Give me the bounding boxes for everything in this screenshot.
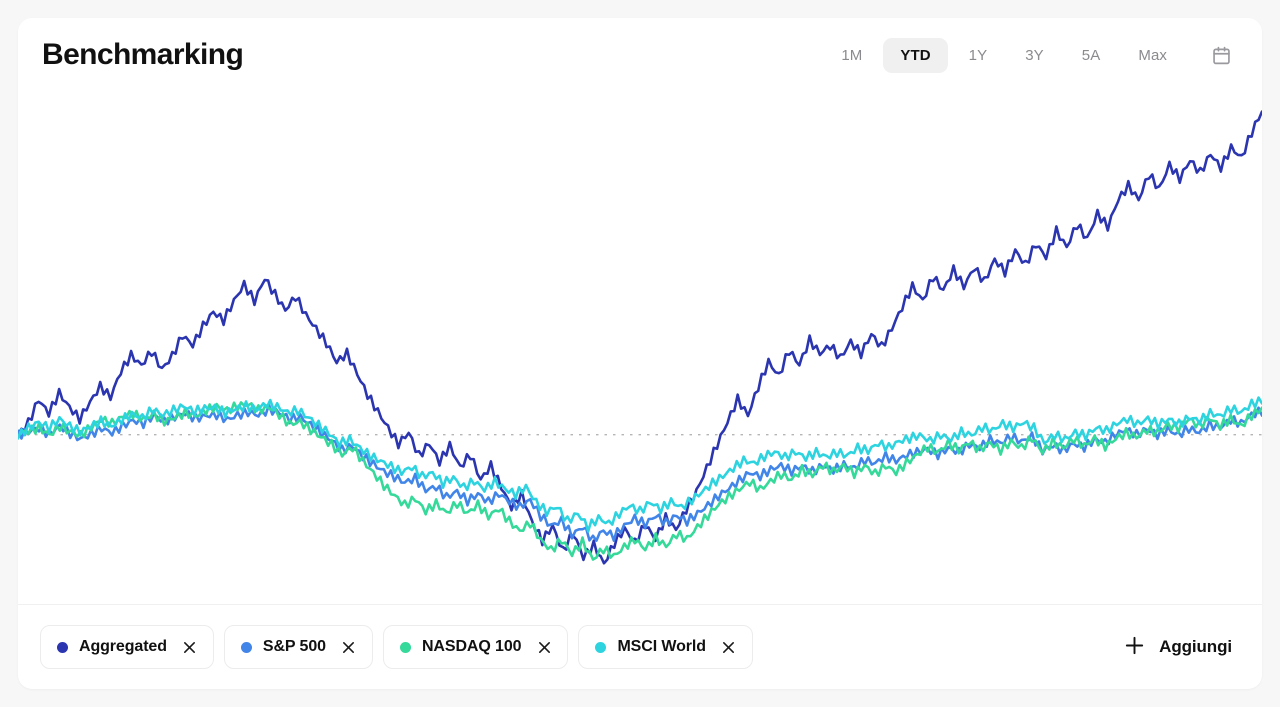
plus-icon	[1123, 634, 1146, 660]
benchmark-chart[interactable]	[18, 92, 1262, 605]
legend-label-aggregated: Aggregated	[79, 638, 167, 655]
close-icon-nasdaq100[interactable]	[534, 637, 554, 657]
series-line-aggregated	[18, 112, 1262, 564]
legend-bar: Aggregated S&P 500 NASDAQ 100	[18, 605, 1262, 689]
legend-color-dot-aggregated	[57, 641, 68, 653]
legend-color-dot-sp500	[240, 641, 252, 653]
page-title: Benchmarking	[42, 38, 244, 71]
series-line-s-p-500	[18, 405, 1262, 541]
add-series-label: Aggiungi	[1159, 637, 1232, 656]
legend-chip-nasdaq100[interactable]: NASDAQ 100	[382, 625, 569, 669]
add-series-button[interactable]: Aggiungi	[1119, 628, 1236, 666]
series-line-msci-world	[18, 398, 1262, 532]
benchmarking-card: Benchmarking 1M YTD 1Y 3Y 5A Max	[18, 18, 1262, 689]
legend-chip-msciworld[interactable]: MSCI World	[578, 625, 753, 669]
legend-label-msciworld: MSCI World	[617, 638, 706, 655]
legend-color-dot-msciworld	[595, 641, 607, 653]
range-option-1y[interactable]: 1Y	[952, 38, 1005, 73]
close-icon-aggregated[interactable]	[180, 637, 200, 657]
range-option-max[interactable]: Max	[1121, 38, 1184, 73]
legend-color-dot-nasdaq100	[399, 641, 411, 653]
chart-plot-area	[18, 92, 1262, 604]
close-icon-msciworld[interactable]	[719, 637, 739, 657]
range-option-5a[interactable]: 5A	[1065, 38, 1118, 73]
range-option-3y[interactable]: 3Y	[1008, 38, 1061, 73]
range-option-ytd[interactable]: YTD	[883, 37, 948, 73]
legend-label-sp500: S&P 500	[262, 638, 326, 655]
legend-chip-sp500[interactable]: S&P 500	[223, 625, 373, 669]
legend-chip-aggregated[interactable]: Aggregated	[40, 625, 214, 669]
legend-label-nasdaq100: NASDAQ 100	[421, 638, 522, 655]
time-range-selector: 1M YTD 1Y 3Y 5A Max	[824, 37, 1236, 73]
card-header: Benchmarking 1M YTD 1Y 3Y 5A Max	[18, 18, 1262, 92]
range-option-1m[interactable]: 1M	[824, 38, 879, 73]
close-icon-sp500[interactable]	[339, 637, 359, 657]
series-line-nasdaq-100	[18, 402, 1262, 559]
calendar-icon[interactable]	[1206, 40, 1236, 70]
series-lines	[18, 112, 1262, 564]
